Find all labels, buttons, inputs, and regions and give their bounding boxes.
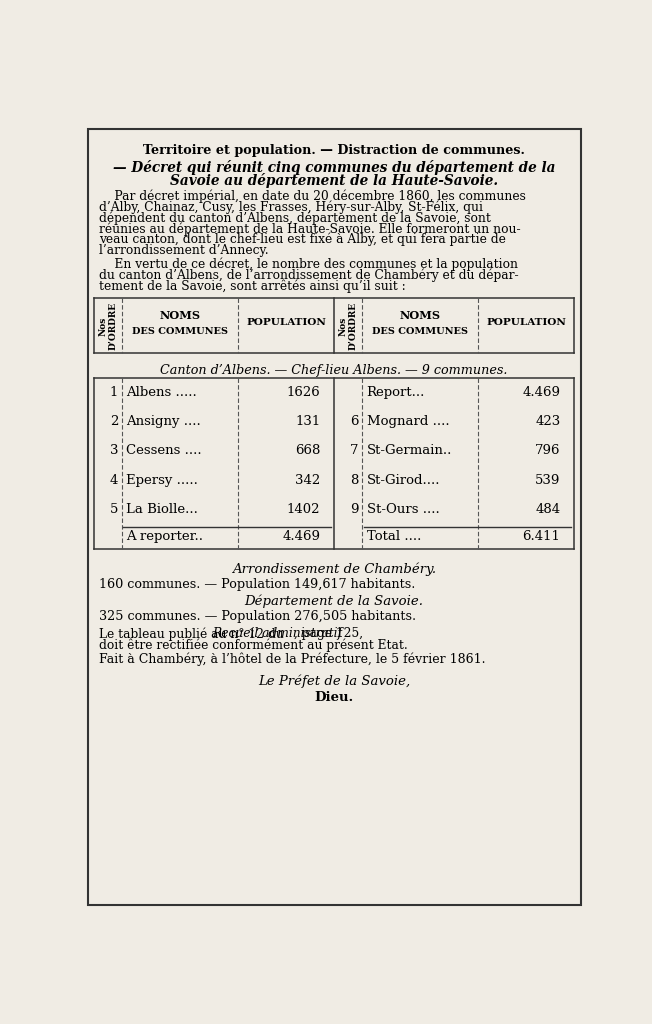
Text: 3: 3: [110, 444, 118, 458]
Text: Recueil administratif: Recueil administratif: [212, 628, 342, 640]
Text: du canton d’Albens, de l’arrondissement de Chambéry et du dépar-: du canton d’Albens, de l’arrondissement …: [98, 268, 518, 282]
Text: NOMS: NOMS: [160, 310, 200, 321]
Text: Département de la Savoie.: Département de la Savoie.: [244, 595, 424, 608]
Text: veau canton, dont le chef-lieu est fixé à Alby, et qui fera partie de: veau canton, dont le chef-lieu est fixé …: [98, 233, 505, 247]
Text: 796: 796: [535, 444, 561, 458]
Text: Arrondissement de Chambéry.: Arrondissement de Chambéry.: [232, 562, 436, 577]
Text: Le tableau publié au n° 12 du: Le tableau publié au n° 12 du: [98, 628, 287, 641]
Text: 4: 4: [110, 474, 118, 486]
Text: St-Germain..: St-Germain..: [366, 444, 452, 458]
Text: dépendent du canton d’Albens, département de la Savoie, sont: dépendent du canton d’Albens, départemen…: [98, 211, 490, 225]
Text: doit être rectifiée conformément au présent Etat.: doit être rectifiée conformément au prés…: [98, 639, 408, 652]
Text: POPULATION: POPULATION: [486, 317, 567, 327]
Text: d’Alby, Chainaz, Cusy, les Frasses, Héry-sur-Alby, St-Félix, qui: d’Alby, Chainaz, Cusy, les Frasses, Héry…: [98, 201, 482, 214]
Text: Le Préfet de la Savoie,: Le Préfet de la Savoie,: [258, 674, 410, 688]
Text: 4.469: 4.469: [282, 529, 320, 543]
Text: St-Ours ....: St-Ours ....: [366, 503, 439, 516]
Text: 668: 668: [295, 444, 320, 458]
Text: Nos
D’ORDRE: Nos D’ORDRE: [338, 302, 358, 350]
Text: Canton d’Albens. — Chef-lieu Albens. — 9 communes.: Canton d’Albens. — Chef-lieu Albens. — 9…: [160, 364, 508, 377]
Text: 2: 2: [110, 415, 118, 428]
Text: Mognard ....: Mognard ....: [366, 415, 449, 428]
Text: 131: 131: [295, 415, 320, 428]
Text: 325 communes. — Population 276,505 habitants.: 325 communes. — Population 276,505 habit…: [98, 610, 416, 624]
Text: 484: 484: [535, 503, 561, 516]
Text: 4.469: 4.469: [522, 386, 561, 399]
Text: St-Girod....: St-Girod....: [366, 474, 440, 486]
Text: 6: 6: [350, 415, 359, 428]
Text: Par décret impérial, en date du 20 décembre 1860, les communes: Par décret impérial, en date du 20 décem…: [98, 189, 526, 204]
Text: , page 125,: , page 125,: [294, 628, 363, 640]
Text: Territoire et population. — Distraction de communes.: Territoire et population. — Distraction …: [143, 144, 525, 158]
FancyBboxPatch shape: [88, 129, 580, 905]
Text: 9: 9: [350, 503, 359, 516]
Text: réunies au département de la Haute-Savoie. Elle formeront un nou-: réunies au département de la Haute-Savoi…: [98, 222, 520, 236]
Text: Fait à Chambéry, à l’hôtel de la Préfecture, le 5 février 1861.: Fait à Chambéry, à l’hôtel de la Préfect…: [98, 652, 485, 667]
Text: 8: 8: [350, 474, 359, 486]
Text: Savoie au département de la Haute-Savoie.: Savoie au département de la Haute-Savoie…: [170, 173, 498, 188]
Text: 160 communes. — Population 149,617 habitants.: 160 communes. — Population 149,617 habit…: [98, 578, 415, 591]
Text: — Décret qui réunit cinq communes du département de la: — Décret qui réunit cinq communes du dép…: [113, 160, 556, 175]
Text: En vertu de ce décret, le nombre des communes et la population: En vertu de ce décret, le nombre des com…: [98, 258, 518, 271]
Text: Epersy .....: Epersy .....: [126, 474, 198, 486]
Text: l’arrondissement d’Annecy.: l’arrondissement d’Annecy.: [98, 244, 268, 257]
Text: Nos
D’ORDRE: Nos D’ORDRE: [98, 302, 117, 350]
Text: 7: 7: [350, 444, 359, 458]
Text: 423: 423: [535, 415, 561, 428]
Text: tement de la Savoie, sont arrêtés ainsi qu’il suit :: tement de la Savoie, sont arrêtés ainsi …: [98, 280, 406, 293]
Text: DES COMMUNES: DES COMMUNES: [132, 327, 228, 336]
Text: 5: 5: [110, 503, 118, 516]
Text: Report...: Report...: [366, 386, 425, 399]
Text: Albens .....: Albens .....: [126, 386, 197, 399]
Text: NOMS: NOMS: [400, 310, 441, 321]
Text: 1626: 1626: [286, 386, 320, 399]
Text: Ansigny ....: Ansigny ....: [126, 415, 201, 428]
Text: 1402: 1402: [287, 503, 320, 516]
Text: 6.411: 6.411: [522, 529, 561, 543]
Text: 539: 539: [535, 474, 561, 486]
Text: 342: 342: [295, 474, 320, 486]
Text: DES COMMUNES: DES COMMUNES: [372, 327, 468, 336]
Text: A reporter..: A reporter..: [126, 529, 203, 543]
Text: Total ....: Total ....: [366, 529, 421, 543]
Text: La Biolle...: La Biolle...: [126, 503, 198, 516]
Text: Cessens ....: Cessens ....: [126, 444, 202, 458]
Text: POPULATION: POPULATION: [246, 317, 326, 327]
Text: Dieu.: Dieu.: [314, 691, 354, 705]
Text: 1: 1: [110, 386, 118, 399]
